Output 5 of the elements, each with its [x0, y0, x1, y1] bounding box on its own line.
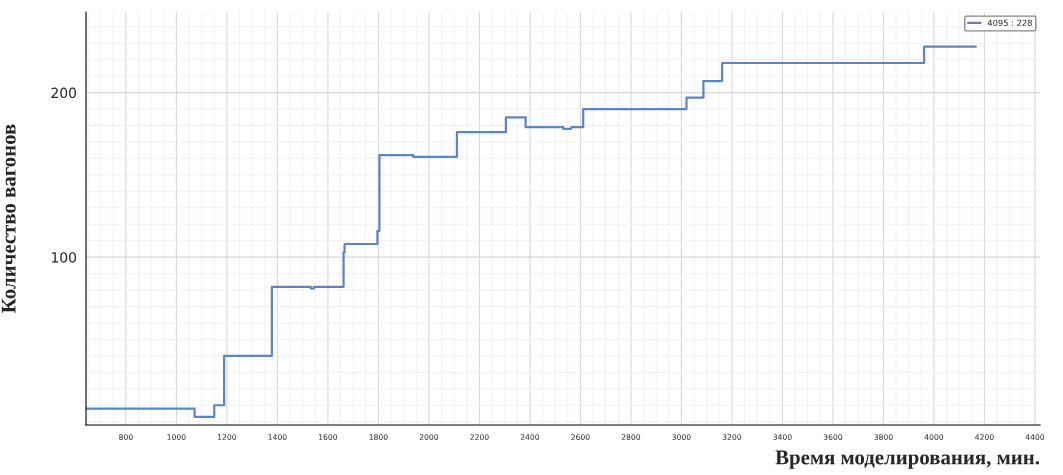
legend-label: 4095 : 228 — [987, 19, 1032, 26]
y-axis-title: Количество вагонов — [1, 124, 16, 313]
x-axis-title: Время моделирования, мин. — [775, 450, 1040, 469]
y-tick-label: 100 — [51, 252, 77, 263]
y-tick-label: 200 — [51, 87, 77, 99]
